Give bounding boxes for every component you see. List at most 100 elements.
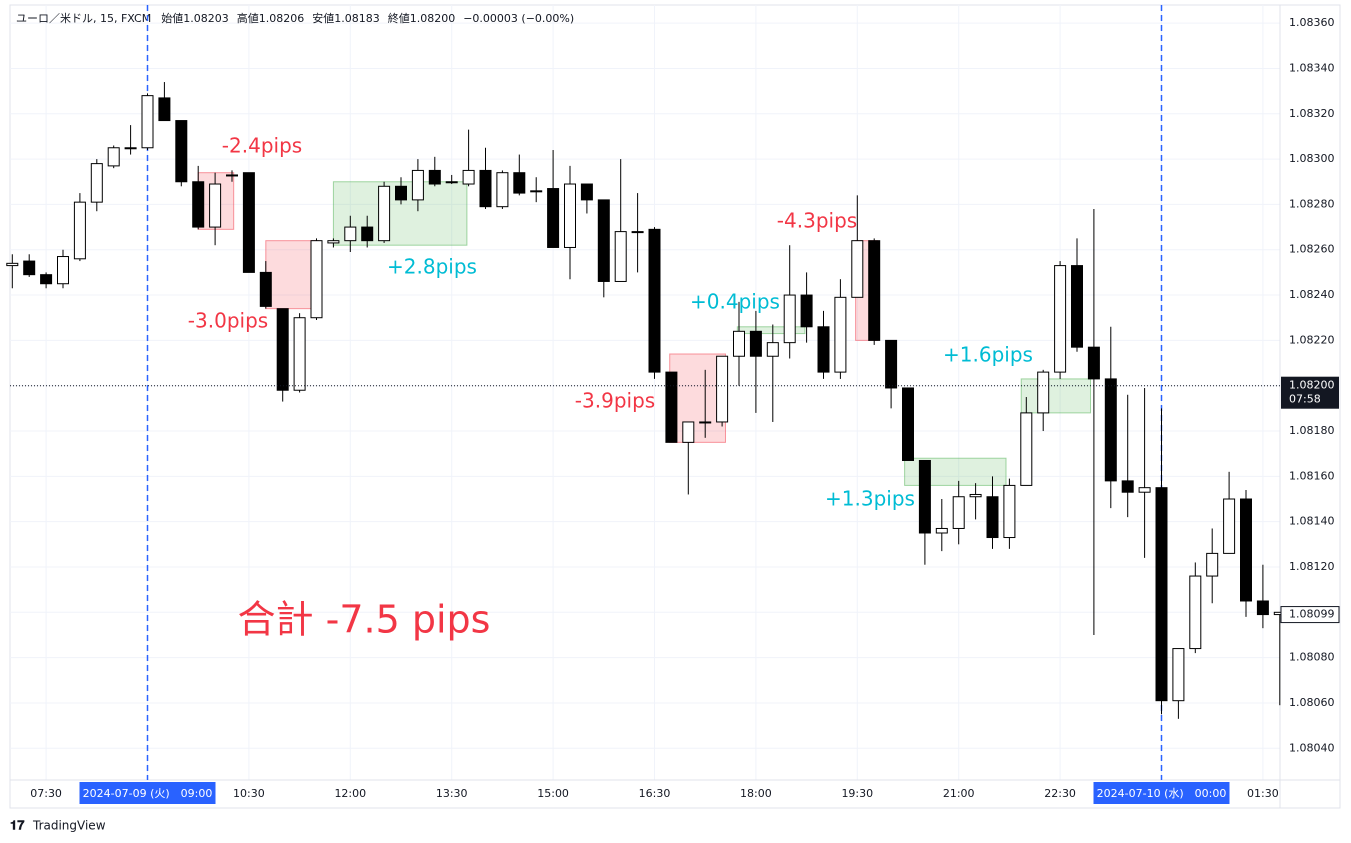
candle-body (411, 169, 424, 201)
candle-body (40, 274, 53, 285)
x-tick-label: 2024-07-09 (火) 09:00 (83, 787, 213, 800)
y-tick-label: 1.08320 (1289, 107, 1335, 120)
candle-body (445, 181, 458, 184)
candle-body (851, 240, 864, 298)
candle-body (378, 185, 391, 242)
candle-body (682, 421, 695, 443)
field-label: 高値 (237, 11, 259, 25)
candle-body (192, 181, 205, 228)
candle-body (428, 169, 441, 185)
y-tick-label: 1.08220 (1289, 333, 1335, 346)
candle-body (259, 271, 272, 307)
candle-body (733, 330, 745, 357)
candle-body (530, 190, 543, 193)
grid (10, 5, 1280, 780)
candle-body (1054, 265, 1067, 373)
field-value: 1.08200 (410, 12, 456, 25)
candle-body (1223, 498, 1236, 554)
y-tick-label: 1.08120 (1289, 560, 1335, 573)
candle-body (293, 317, 306, 391)
candle-body (327, 240, 340, 244)
candle-body (783, 294, 796, 344)
candle-body (1172, 648, 1185, 702)
candle-body (935, 527, 948, 534)
x-tick-label: 18:00 (740, 787, 772, 800)
candle-body (1155, 487, 1168, 702)
candle-body (986, 496, 999, 539)
x-tick-label: 21:00 (943, 787, 975, 800)
annotation-label: +2.8pips (387, 255, 477, 279)
candle-body (395, 185, 407, 201)
x-tick-label: 15:00 (537, 787, 569, 800)
annotation-box (736, 326, 806, 335)
candle-body (23, 260, 36, 276)
field-label: 終値 (388, 11, 410, 25)
candle-body (952, 496, 965, 529)
y-tick-label: 1.08140 (1289, 515, 1335, 528)
candle-body (90, 163, 103, 203)
annotation-label: -2.4pips (222, 134, 302, 158)
candle-body (665, 371, 678, 443)
candle-body (496, 172, 509, 208)
y-tick-label: 1.08240 (1289, 288, 1335, 301)
annotation-label: +1.6pips (943, 343, 1033, 367)
x-tick-label: 01:30 (1247, 787, 1279, 800)
change: −0.00003 (−0.00%) (463, 12, 574, 25)
candle-body (597, 199, 610, 282)
total-label: 合計 -7.5 pips (238, 598, 491, 642)
annotation-label: +0.4pips (690, 290, 780, 314)
candle-body (766, 342, 779, 357)
field-label: 安値 (312, 11, 334, 25)
candle-body (1020, 412, 1033, 486)
candle-body (631, 231, 644, 234)
candle-body (141, 95, 154, 149)
candle-body (834, 296, 847, 373)
field-value: 1.08203 (183, 12, 229, 25)
candle-body (580, 183, 593, 201)
candle-body (648, 228, 661, 373)
candle-body (547, 188, 560, 248)
annotation-label: -4.3pips (777, 209, 857, 233)
candle-body (1071, 265, 1083, 348)
candle-body (1189, 575, 1202, 650)
candle-body (885, 339, 898, 389)
x-label-highlight (1093, 782, 1230, 804)
y-tick-label: 1.08280 (1289, 197, 1335, 210)
candle-body (1037, 371, 1050, 414)
y-tick-label: 1.08160 (1289, 469, 1335, 482)
candle-body (716, 355, 729, 423)
x-label-highlight (79, 782, 216, 804)
candle-body (1104, 378, 1117, 482)
x-tick-label: 22:30 (1044, 787, 1076, 800)
chart-header: ユーロ／米ドル, 15, FXCM 始値1.08203 高値1.08206 安値1.0… (16, 11, 574, 25)
candle-body (564, 183, 576, 248)
candle-body (1121, 480, 1134, 493)
candle-body (310, 240, 323, 319)
candle-body (73, 201, 86, 260)
candle-body (6, 262, 19, 267)
y-tick-label: 1.08080 (1289, 651, 1335, 664)
candle-body (513, 172, 526, 194)
candle-body (699, 421, 712, 424)
candle-body (124, 147, 137, 150)
candle-body (614, 231, 627, 282)
candle-body (1206, 552, 1219, 577)
annotation-box (265, 240, 319, 310)
annotation-box (1020, 378, 1092, 414)
x-tick-label: 2024-07-10 (水) 00:00 (1097, 787, 1227, 800)
logo-mark: 𝟏𝟕 (10, 819, 25, 834)
candle-body (1138, 487, 1151, 493)
annotation-label: -3.0pips (188, 309, 268, 333)
field-value: 1.08206 (259, 12, 305, 25)
x-tick-label: 12:00 (334, 787, 366, 800)
last-price-box (1281, 376, 1339, 409)
y-tick-label: 1.08180 (1289, 424, 1335, 437)
x-tick-label: 16:30 (639, 787, 671, 800)
candle-body (868, 240, 881, 341)
x-tick-label: 19:30 (841, 787, 873, 800)
candle-body (361, 226, 374, 242)
candle-body (226, 174, 238, 177)
candle-body (462, 169, 475, 185)
